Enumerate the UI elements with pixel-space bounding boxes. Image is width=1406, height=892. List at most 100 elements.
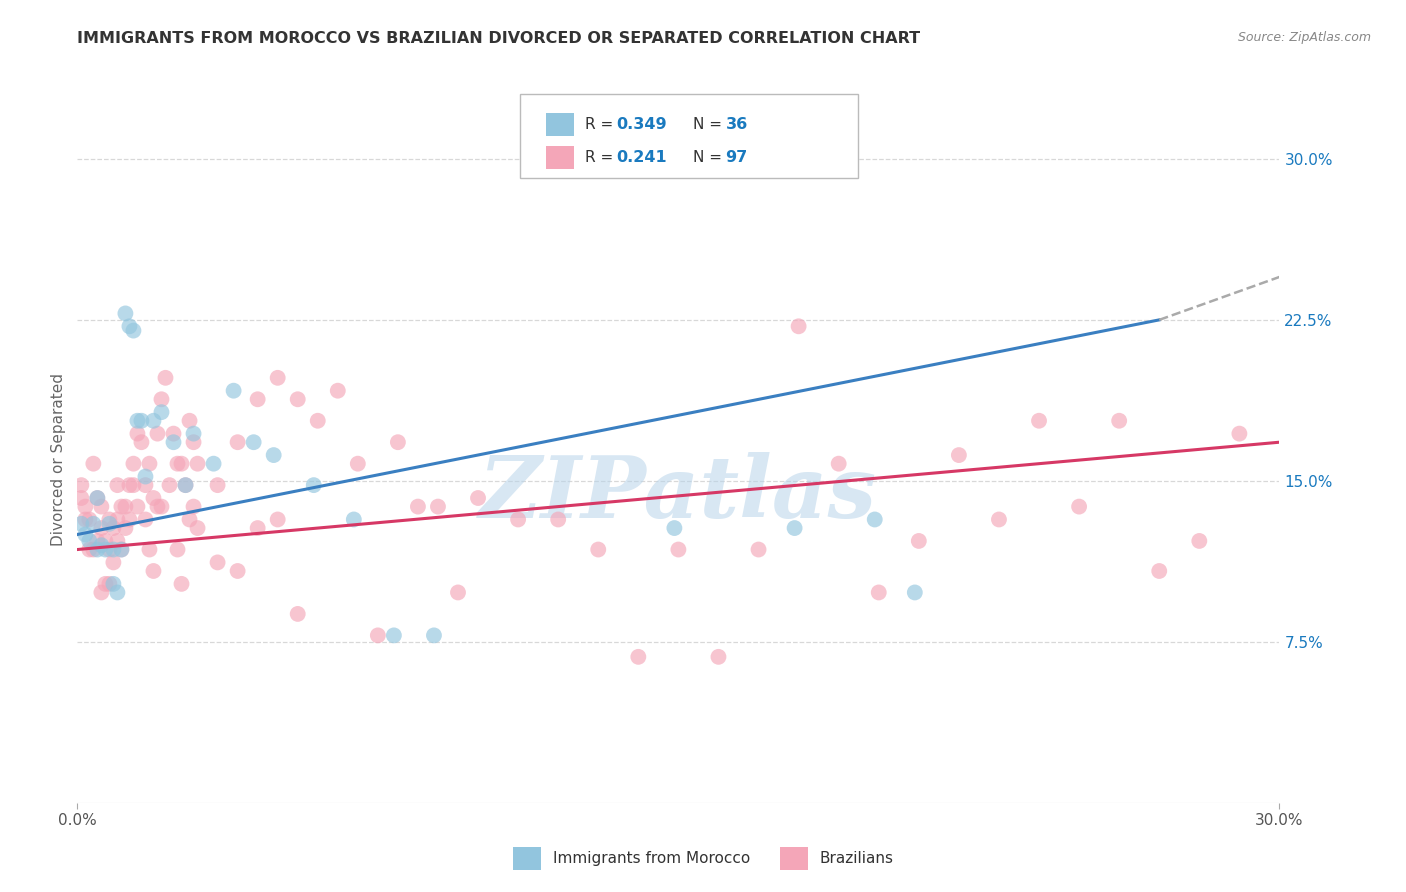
Point <box>86 542 108 557</box>
Text: N =: N = <box>693 117 727 132</box>
Text: 0.241: 0.241 <box>616 150 666 165</box>
Point <box>103 577 125 591</box>
Point <box>155 371 177 385</box>
Point <box>1149 564 1171 578</box>
Point <box>367 628 389 642</box>
Point <box>1028 414 1050 428</box>
Point <box>162 426 184 441</box>
Point <box>142 564 165 578</box>
Point <box>127 426 149 441</box>
Point <box>588 542 610 557</box>
Point <box>86 533 108 548</box>
Point <box>98 516 121 531</box>
Point <box>166 457 188 471</box>
Point <box>82 542 104 557</box>
Point <box>131 414 153 428</box>
Point <box>103 555 125 570</box>
Point <box>207 555 229 570</box>
Point <box>86 491 108 505</box>
Point <box>668 542 690 557</box>
Point <box>90 521 112 535</box>
Point <box>70 491 93 505</box>
Point <box>79 512 101 526</box>
Point <box>904 585 927 599</box>
Point <box>122 457 145 471</box>
Text: Source: ZipAtlas.com: Source: ZipAtlas.com <box>1237 31 1371 45</box>
Point <box>82 457 104 471</box>
Point <box>267 512 290 526</box>
Point <box>287 607 309 621</box>
Text: Brazilians: Brazilians <box>820 851 894 865</box>
Point <box>183 426 205 441</box>
Point <box>146 500 169 514</box>
Point <box>170 457 193 471</box>
Point <box>75 500 97 514</box>
Point <box>627 649 650 664</box>
Point <box>183 500 205 514</box>
Point <box>166 542 188 557</box>
Point <box>70 478 93 492</box>
Point <box>246 521 269 535</box>
Point <box>988 512 1011 526</box>
Point <box>110 542 132 557</box>
Point <box>122 478 145 492</box>
Point <box>179 512 201 526</box>
Point <box>134 478 156 492</box>
Point <box>423 628 446 642</box>
Point <box>114 306 136 320</box>
Point <box>94 542 117 557</box>
Point <box>202 457 225 471</box>
Point <box>90 585 112 599</box>
Point <box>118 512 141 526</box>
Point <box>75 527 97 541</box>
Point <box>246 392 269 407</box>
Point <box>508 512 530 526</box>
Point <box>94 577 117 591</box>
Point <box>948 448 970 462</box>
Point <box>387 435 409 450</box>
Point <box>170 577 193 591</box>
Point <box>162 435 184 450</box>
Point <box>159 478 181 492</box>
Point <box>1188 533 1211 548</box>
Point <box>174 478 197 492</box>
Text: 0.349: 0.349 <box>616 117 666 132</box>
Point <box>343 512 366 526</box>
Point <box>427 500 450 514</box>
Text: 97: 97 <box>725 150 748 165</box>
Point <box>908 533 931 548</box>
Point <box>142 414 165 428</box>
Point <box>150 405 173 419</box>
Point <box>98 512 121 526</box>
Point <box>150 392 173 407</box>
Point <box>90 500 112 514</box>
Point <box>547 512 569 526</box>
Point <box>183 435 205 450</box>
Point <box>222 384 245 398</box>
Point <box>226 564 249 578</box>
Point <box>75 512 97 526</box>
Point <box>1108 414 1130 428</box>
Point <box>107 585 129 599</box>
Point <box>307 414 329 428</box>
Point <box>122 324 145 338</box>
Text: ZIPatlas: ZIPatlas <box>479 452 877 535</box>
Point <box>242 435 264 450</box>
Text: R =: R = <box>585 117 619 132</box>
Point <box>107 478 129 492</box>
Point <box>142 491 165 505</box>
Point <box>179 414 201 428</box>
Point <box>138 542 160 557</box>
Point <box>70 516 93 531</box>
Point <box>98 577 121 591</box>
Point <box>127 414 149 428</box>
Point <box>447 585 470 599</box>
Point <box>90 538 112 552</box>
Point <box>187 457 209 471</box>
Point <box>131 435 153 450</box>
Point <box>118 478 141 492</box>
Point <box>1229 426 1251 441</box>
Point <box>863 512 886 526</box>
Text: R =: R = <box>585 150 619 165</box>
Point <box>110 500 132 514</box>
